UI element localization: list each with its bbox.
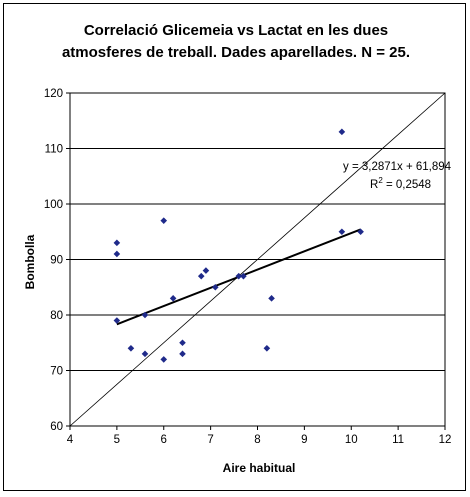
- data-point: [338, 128, 346, 136]
- y-tick-label: 100: [44, 199, 63, 211]
- y-axis-title: Bombolla: [23, 234, 37, 289]
- scatter-chart: Correlació Glicemeia vs Lactat en les du…: [23, 22, 452, 475]
- data-point: [160, 217, 168, 224]
- data-point: [179, 339, 186, 347]
- x-tick-label: 4: [67, 434, 74, 446]
- data-point: [338, 228, 346, 236]
- chart-title-line-2: atmosferes de treball. Dades aparellades…: [62, 44, 410, 61]
- data-point: [357, 228, 364, 236]
- y-tick-label: 70: [50, 366, 63, 378]
- data-point: [235, 272, 243, 280]
- y-tick-label: 90: [50, 255, 63, 267]
- y-tick-label: 110: [45, 144, 63, 156]
- identity-line: [69, 92, 446, 427]
- data-point: [141, 350, 149, 358]
- x-tick-label: 8: [254, 434, 260, 446]
- regression-equation: y = 3,2871x + 61,894: [343, 161, 452, 173]
- y-tick-label: 120: [44, 88, 63, 100]
- x-tick-label: 6: [161, 434, 167, 446]
- data-point: [127, 345, 135, 352]
- data-point: [263, 345, 271, 352]
- data-point: [169, 295, 177, 302]
- data-point: [212, 283, 219, 291]
- chart-frame: Correlació Glicemeia vs Lactat en les du…: [3, 3, 466, 491]
- data-point: [240, 272, 247, 280]
- tick-labels: 60 70 80 90 100 110 120 4 5 6 7 8 9 10 11 12: [44, 88, 452, 446]
- x-tick-label: 9: [301, 434, 307, 446]
- r-squared-label: R2 = 0,2548: [370, 176, 431, 191]
- data-point: [268, 295, 275, 302]
- chart-title-line-1: Correlació Glicemeia vs Lactat en les du…: [84, 22, 388, 39]
- r-squared-value: = 0,2548: [383, 179, 431, 191]
- data-point: [160, 356, 168, 363]
- x-tick-label: 11: [392, 434, 404, 446]
- data-points: [113, 128, 364, 363]
- r-squared-exponent: 2: [378, 176, 383, 185]
- data-point: [113, 239, 121, 247]
- y-tick-label: 80: [50, 310, 63, 322]
- x-tick-label: 5: [114, 434, 120, 446]
- data-point: [197, 272, 205, 280]
- x-axis-title: Aire habitual: [223, 461, 296, 475]
- data-point: [141, 311, 149, 319]
- r-squared-prefix: R: [370, 179, 378, 191]
- x-tick-label: 10: [345, 434, 358, 446]
- y-tick-label: 60: [50, 421, 63, 433]
- data-point: [202, 267, 210, 274]
- data-point: [113, 250, 121, 258]
- data-point: [179, 350, 186, 358]
- data-point: [113, 317, 121, 324]
- x-tick-label: 7: [207, 434, 213, 446]
- x-tick-label: 12: [439, 434, 452, 446]
